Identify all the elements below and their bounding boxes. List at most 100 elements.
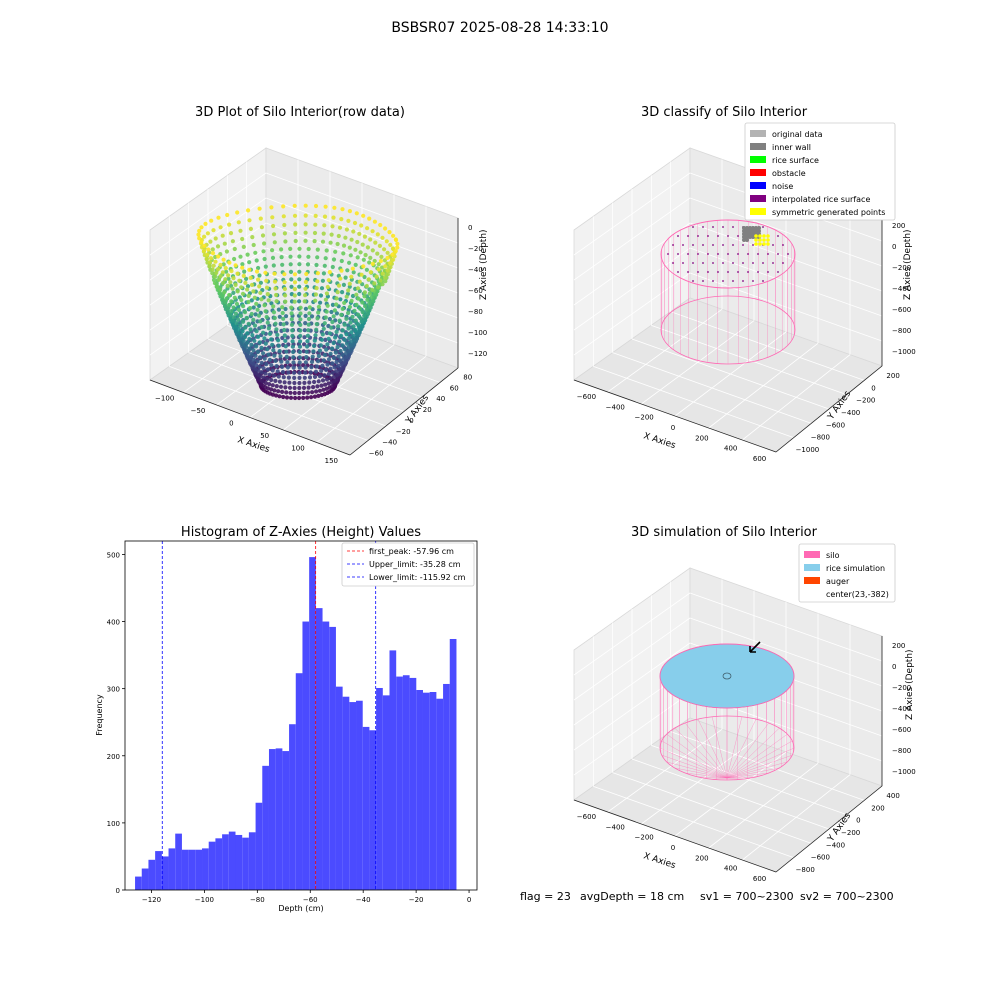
histogram-bar: [302, 621, 310, 890]
scatter-point: [340, 328, 345, 333]
histogram-bar: [295, 673, 303, 890]
scatter-point: [246, 321, 251, 326]
scatter-point: [288, 269, 294, 274]
histogram-bar: [429, 692, 437, 890]
scatter-point: [372, 219, 377, 224]
scatter-point: [357, 231, 362, 236]
scatter-point: [342, 322, 347, 327]
scatter-point: [326, 381, 331, 386]
scatter-point: [346, 326, 351, 331]
simulation-panel-title: 3D simulation of Silo Interior: [631, 525, 818, 540]
histogram-bar: [443, 683, 450, 890]
histogram-bar: [275, 748, 283, 890]
scatter-point: [348, 320, 353, 325]
scatter-point: [290, 328, 295, 333]
scatter-point: [292, 293, 297, 298]
histogram-bar: [155, 851, 162, 890]
silo-floor-line: [726, 767, 780, 779]
scatter-point: [337, 225, 343, 230]
classify-z-label: Z Axies (Depth): [903, 229, 913, 300]
scatter-point: [395, 245, 400, 250]
scatter-point: [346, 218, 351, 223]
scatter-point: [277, 314, 282, 319]
scatter-point: [231, 276, 236, 281]
scatter-point: [348, 253, 353, 258]
status-line: flag = 23 avgDepth = 18 cm sv1 = 700~230…: [520, 890, 894, 903]
scatter-point: [288, 262, 293, 267]
scatter-point: [303, 321, 308, 326]
scatter-point: [314, 286, 319, 291]
scatter-point: [372, 292, 378, 297]
scatter-point: [307, 380, 312, 385]
scatter-point: [204, 256, 209, 261]
scatter-point: [330, 319, 335, 325]
scatter-point: [351, 324, 356, 329]
scatter-point: [321, 271, 326, 276]
interpolated-point: [727, 271, 729, 273]
scatter-point: [364, 283, 369, 289]
inner-wall-point: [745, 235, 749, 239]
legend-label: Upper_limit: -35.28 cm: [369, 560, 461, 569]
scatter-point: [285, 365, 290, 370]
scatter-point: [347, 281, 352, 286]
scatter-point: [297, 365, 302, 370]
scatter-point: [270, 248, 275, 253]
histogram-bar: [436, 698, 444, 890]
y-tick-label: 0: [871, 384, 875, 392]
silo-floor-line: [726, 722, 769, 779]
inner-wall-point: [748, 235, 752, 239]
scatter-point: [292, 299, 297, 304]
scatter-point: [259, 297, 264, 302]
scatter-point: [331, 257, 337, 262]
histogram-bar: [222, 834, 229, 890]
scatter-point: [257, 364, 262, 369]
scatter-point: [330, 302, 335, 307]
y-tick-label: 60: [450, 384, 459, 392]
scatter-point: [306, 246, 311, 252]
scatter-point: [358, 250, 363, 255]
scatter-point: [243, 280, 248, 285]
scatter-point: [342, 347, 347, 352]
axis-line: [775, 365, 883, 453]
scatter-point: [267, 357, 272, 362]
scatter-point: [274, 327, 279, 332]
scatter-point: [259, 370, 264, 375]
y-tick-label: 200: [886, 372, 899, 380]
scatter-point: [263, 309, 268, 314]
scatter-point: [240, 329, 245, 334]
scatter-point: [232, 256, 237, 262]
scatter-point: [320, 239, 326, 244]
scatter-point: [305, 395, 310, 400]
scatter-point: [263, 371, 268, 376]
scatter-point: [346, 345, 351, 350]
scatter-point: [254, 301, 259, 306]
scatter-point: [374, 274, 379, 279]
scatter-point: [260, 233, 266, 238]
scatter-point: [259, 360, 264, 365]
scatter-point: [273, 358, 278, 363]
scatter-point: [289, 305, 294, 310]
scatter-point: [257, 340, 262, 345]
scatter-point: [232, 295, 237, 300]
scatter-point: [308, 370, 313, 375]
y-tick-label: 80: [463, 373, 472, 381]
scatter-point: [370, 261, 375, 266]
silo-floor-line: [661, 740, 728, 779]
scatter-point: [325, 342, 330, 347]
scatter-point: [301, 390, 306, 395]
scatter-point: [227, 293, 232, 298]
classify-x-label: X Axies: [642, 431, 677, 451]
scatter-point: [331, 215, 336, 220]
inner-wall-point: [748, 229, 752, 233]
scatter-point: [322, 352, 327, 358]
scatter-point: [239, 297, 244, 303]
scatter-point: [278, 321, 283, 326]
silo-floor-line: [726, 740, 793, 779]
scatter-point: [339, 362, 344, 367]
scatter-point: [341, 243, 347, 248]
interpolated-point: [702, 244, 704, 246]
scatter-point: [263, 270, 268, 275]
scatter-point: [330, 346, 335, 351]
scatter-point: [315, 247, 320, 252]
scatter-point: [236, 220, 241, 225]
